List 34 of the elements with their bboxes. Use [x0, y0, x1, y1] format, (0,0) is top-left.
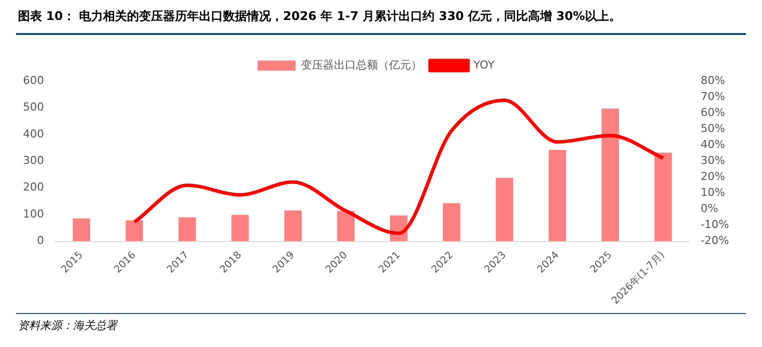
y-tick-label: 500: [22, 100, 44, 114]
y2-tick-label: 80%: [700, 74, 726, 87]
y-tick-label: 100: [22, 207, 44, 220]
y2-tick-label: -10%: [700, 218, 730, 232]
text: 资料来源：海关总署: [18, 318, 117, 333]
y2-tick-label: 50%: [700, 122, 726, 135]
line-series: [132, 98, 665, 236]
y-tick-label: 400: [22, 127, 44, 140]
bar: [284, 210, 302, 242]
chart-title: 图表 10： 电力相关的变压器历年出口数据情况，2026 年 1-7 月累计出口约 330 亿元，同比高增 30%以上。: [18, 8, 621, 25]
bar: [126, 220, 144, 242]
y2-tick-label: 60%: [700, 106, 726, 119]
y2-tick-label: 70%: [700, 90, 726, 103]
y2-tick-label: 0%: [700, 202, 718, 216]
bar: [602, 108, 619, 242]
bar: [496, 178, 514, 242]
bar: [231, 214, 249, 242]
y2-tick-label: 20%: [700, 170, 726, 184]
y2-tick-label: -20%: [700, 234, 730, 248]
y-tick-label: 0: [36, 234, 44, 248]
legend-label: YOY: [472, 58, 495, 72]
bar: [442, 203, 460, 242]
bar: [178, 217, 196, 242]
bar: [548, 150, 566, 242]
y2-tick-label: 10%: [700, 186, 726, 200]
y2-tick-label: 40%: [700, 138, 726, 151]
y-tick-label: 300: [22, 154, 44, 168]
y2-tick-label: 30%: [700, 154, 726, 168]
y-tick-label: 600: [22, 74, 44, 87]
bar: [337, 210, 355, 242]
bar: [654, 152, 672, 242]
y-tick-label: 200: [22, 180, 44, 194]
legend-label: 变压器出口总额（亿元）: [301, 58, 422, 72]
bar: [72, 218, 90, 242]
